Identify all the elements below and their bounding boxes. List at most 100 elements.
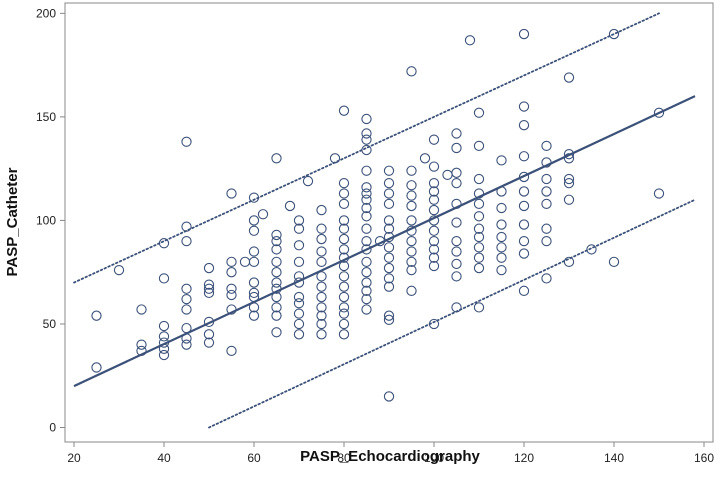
data-point <box>383 252 395 263</box>
upper-bound-line <box>73 12 660 284</box>
data-point <box>541 198 552 210</box>
x-tick-label: 40 <box>157 451 171 465</box>
data-point <box>181 333 192 344</box>
data-point <box>329 153 341 164</box>
data-point <box>428 134 440 145</box>
data-point <box>338 318 350 330</box>
data-point <box>158 238 170 249</box>
data-point <box>496 252 507 263</box>
data-point <box>541 186 552 197</box>
data-point <box>136 304 147 315</box>
data-point <box>361 128 372 139</box>
data-point <box>563 256 575 267</box>
data-point <box>383 198 395 210</box>
data-point <box>361 285 372 296</box>
data-point <box>428 161 440 172</box>
data-point <box>361 144 372 156</box>
data-point <box>518 200 530 212</box>
data-point <box>496 219 507 230</box>
data-point <box>338 244 350 255</box>
data-point <box>406 246 417 257</box>
data-point <box>284 200 296 212</box>
data-point <box>428 260 440 272</box>
data-point <box>541 235 552 247</box>
data-point <box>203 316 215 328</box>
data-point <box>271 267 282 278</box>
data-point <box>473 173 485 185</box>
data-point <box>496 231 507 243</box>
x-tick-label: 80 <box>337 451 351 465</box>
data-point <box>451 246 462 257</box>
data-point <box>361 188 372 199</box>
data-point <box>158 343 170 354</box>
data-point <box>451 178 462 189</box>
data-point <box>361 211 372 222</box>
data-point <box>181 283 192 294</box>
data-point <box>428 318 440 330</box>
lower-bound-line <box>208 198 696 429</box>
data-point <box>181 293 192 305</box>
data-point <box>383 188 395 199</box>
data-point <box>248 215 260 226</box>
data-point <box>293 277 305 288</box>
data-point <box>248 192 260 203</box>
data-point <box>181 304 192 315</box>
x-axis-ticks: 20 40 60 80 100 120 140 160 <box>67 442 714 465</box>
data-point <box>158 273 170 284</box>
data-point <box>226 345 237 357</box>
data-point <box>316 233 327 245</box>
data-point <box>518 285 530 296</box>
data-point <box>338 233 350 245</box>
data-point <box>383 223 395 234</box>
data-point <box>248 277 260 288</box>
data-point <box>271 283 282 294</box>
data-point <box>338 271 350 282</box>
data-point <box>383 281 395 292</box>
data-point <box>451 198 462 210</box>
data-point <box>473 211 485 222</box>
data-point <box>541 173 552 185</box>
data-point <box>496 264 507 276</box>
data-point <box>361 244 372 255</box>
data-point <box>563 178 575 189</box>
data-point <box>428 225 440 236</box>
data-point <box>518 186 530 197</box>
data-point <box>293 308 305 319</box>
data-point <box>181 221 192 232</box>
data-point <box>226 289 237 301</box>
data-point <box>473 140 485 152</box>
data-point <box>406 200 417 212</box>
x-axis-title: PASP_Echocardiography <box>300 448 480 465</box>
data-point <box>316 310 327 321</box>
data-point <box>239 256 251 267</box>
data-point <box>338 329 350 340</box>
data-point <box>608 28 620 40</box>
data-point <box>136 345 147 357</box>
y-axis-title: PASP_Catheter <box>4 167 21 276</box>
data-point <box>653 188 665 199</box>
data-point <box>464 35 476 46</box>
data-point <box>91 310 102 321</box>
y-axis-ticks: 0 50 100 150 200 <box>36 6 65 435</box>
data-point <box>406 285 417 296</box>
data-point <box>181 339 192 350</box>
data-point <box>316 318 327 330</box>
data-point <box>271 229 282 241</box>
data-point <box>158 331 170 342</box>
data-point <box>473 198 485 210</box>
y-tick-label: 200 <box>36 6 56 20</box>
data-point <box>406 180 417 191</box>
data-point <box>226 188 237 199</box>
data-point <box>518 248 530 259</box>
data-point <box>518 120 530 131</box>
data-point <box>518 151 530 162</box>
data-point <box>473 262 485 274</box>
data-point <box>428 215 440 226</box>
data-point <box>406 215 417 226</box>
data-point <box>338 252 350 263</box>
data-point <box>406 190 417 201</box>
data-point <box>293 298 305 309</box>
data-point <box>316 302 327 313</box>
data-point <box>293 329 305 340</box>
data-point <box>271 277 282 288</box>
